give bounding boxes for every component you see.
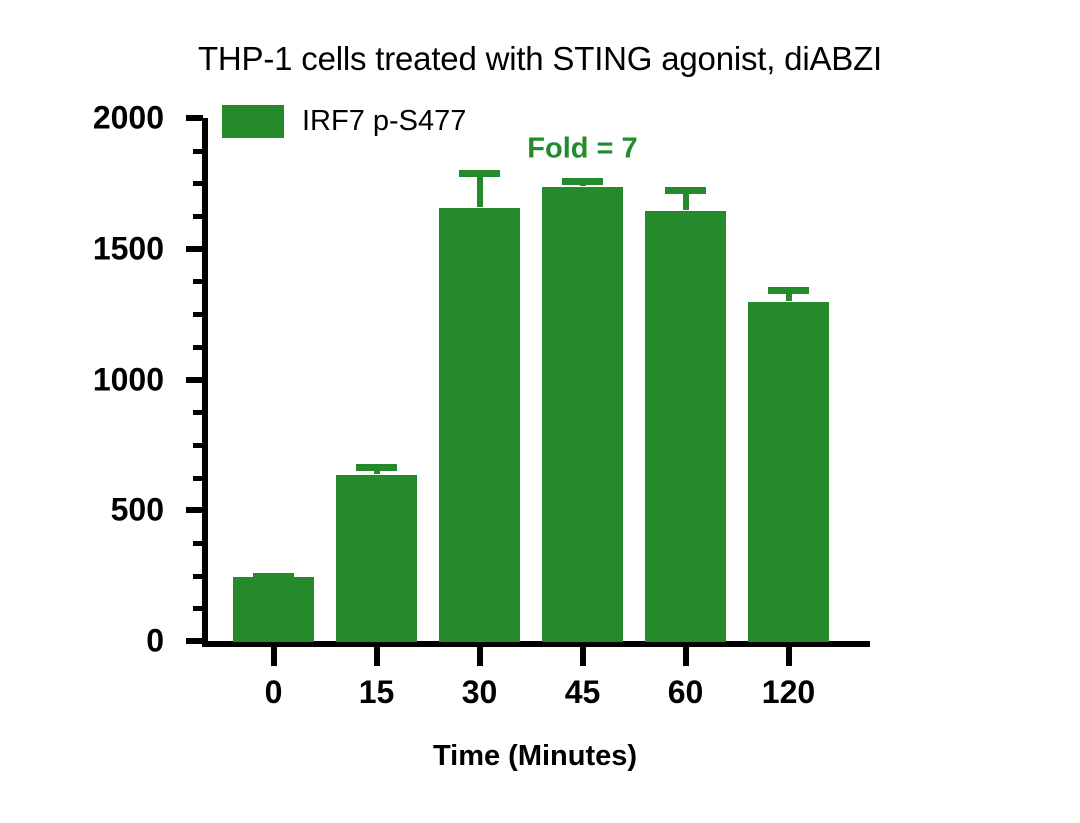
y-tick-label: 1000 xyxy=(92,361,164,397)
y-tick-minor xyxy=(193,540,203,546)
y-tick-label: 0 xyxy=(146,622,164,659)
bar xyxy=(336,474,417,642)
y-tick-major: 1000 xyxy=(93,361,203,397)
fold-annotation: Fold = 7 xyxy=(527,132,638,165)
y-tick-minor xyxy=(193,279,203,285)
error-bar-cap xyxy=(664,187,707,195)
x-axis-title: Time (Minutes) xyxy=(432,740,638,772)
bar xyxy=(645,210,726,642)
y-tick-major: 1500 xyxy=(93,230,203,266)
x-tick xyxy=(476,647,483,666)
error-bar-cap xyxy=(355,464,398,472)
error-bar-cap xyxy=(458,170,501,178)
x-tick-label: 0 xyxy=(264,674,283,710)
x-tick-label: 45 xyxy=(564,674,601,710)
error-bar-cap xyxy=(767,286,810,294)
x-axis-line xyxy=(202,641,870,647)
y-axis-line xyxy=(202,118,208,647)
error-bar-stem xyxy=(682,187,689,210)
y-tick-minor xyxy=(193,312,203,318)
y-tick-minor xyxy=(193,214,203,220)
y-tick-minor xyxy=(193,410,203,416)
y-tick-minor xyxy=(193,344,203,350)
y-tick-label: 2000 xyxy=(92,99,164,136)
bar xyxy=(542,187,623,642)
error-bar-cap xyxy=(252,573,295,580)
bar xyxy=(748,302,829,642)
y-tick-major: 500 xyxy=(111,492,203,528)
error-bar-stem xyxy=(785,286,792,302)
legend-swatch-irf7 xyxy=(222,105,284,138)
x-tick xyxy=(785,647,792,666)
y-tick-minor xyxy=(193,442,203,448)
bar xyxy=(233,576,314,642)
legend-label-irf7: IRF7 p-S477 xyxy=(302,105,467,137)
x-tick-label: 60 xyxy=(667,674,704,710)
chart-legend: IRF7 p-S477 xyxy=(222,105,466,138)
y-tick-major: 2000 xyxy=(93,100,203,136)
y-tick-minor xyxy=(193,475,203,481)
x-tick-label: 15 xyxy=(358,674,395,710)
x-tick xyxy=(373,647,380,666)
plot-area: 0 500 1000 1500 2000 0 15 30 45 60 120 Fold = 7 xyxy=(93,100,870,710)
error-bar-stem xyxy=(476,170,483,207)
y-tick-minor xyxy=(193,573,203,579)
x-tick xyxy=(270,647,277,666)
y-tick-minor xyxy=(193,606,203,612)
y-tick-minor xyxy=(193,148,203,154)
chart-title: THP-1 cells treated with STING agonist, … xyxy=(197,40,883,77)
y-tick-label: 500 xyxy=(110,491,164,528)
x-tick xyxy=(682,647,689,666)
bar xyxy=(439,207,520,642)
x-tick-label: 120 xyxy=(761,674,816,710)
y-tick-major: 0 xyxy=(146,623,203,659)
y-tick-minor xyxy=(193,181,203,187)
error-bar-cap xyxy=(561,178,604,186)
y-tick-label: 1500 xyxy=(92,230,164,267)
x-tick xyxy=(579,647,586,666)
x-tick-label: 30 xyxy=(461,674,498,710)
